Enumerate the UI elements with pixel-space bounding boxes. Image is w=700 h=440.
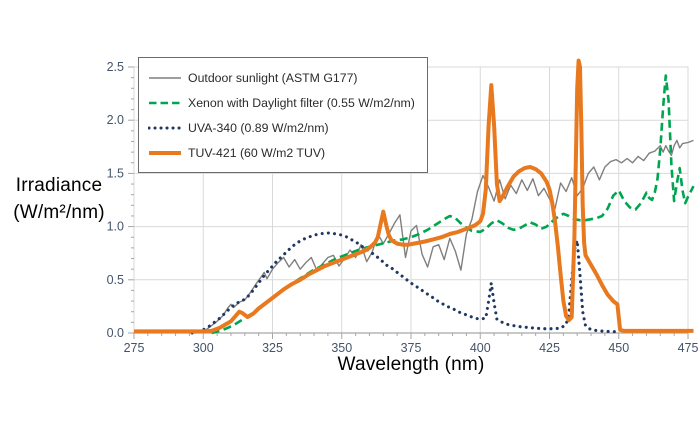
- legend-line-sample-xenon: [149, 101, 181, 104]
- y-tick-label-0.0: 0.0: [107, 326, 124, 340]
- legend-item-sunlight: Outdoor sunlight (ASTM G177): [148, 65, 415, 90]
- legend-line-sample-sunlight: [149, 76, 181, 79]
- x-tick-label-325: 325: [262, 341, 283, 355]
- legend-label-sunlight: Outdoor sunlight (ASTM G177): [188, 70, 358, 85]
- y-tick-label-2.5: 2.5: [107, 60, 124, 74]
- y-tick-label-1.5: 1.5: [107, 166, 124, 180]
- y-axis-title-line2: (W/m²/nm): [13, 202, 105, 223]
- series-line-sunlight: [194, 139, 694, 334]
- legend-item-xenon: Xenon with Daylight filter (0.55 W/m2/nm…: [148, 90, 415, 115]
- x-tick-label-350: 350: [331, 341, 352, 355]
- y-axis-title-line1: Irradiance: [15, 175, 103, 196]
- y-axis-title: Irradiance (W/m²/nm): [0, 172, 118, 226]
- y-tick-label-2.0: 2.0: [107, 113, 124, 127]
- legend-line-sample-tuv421: [149, 150, 181, 155]
- x-tick-label-475: 475: [678, 341, 699, 355]
- x-tick-label-300: 300: [193, 341, 214, 355]
- series-line-tuv421: [134, 58, 694, 334]
- legend-label-xenon: Xenon with Daylight filter (0.55 W/m2/nm…: [188, 95, 415, 110]
- x-tick-label-375: 375: [401, 341, 422, 355]
- x-axis-title: Wavelength (nm): [337, 354, 485, 375]
- legend-item-uva340: UVA-340 (0.89 W/m2/nm): [148, 115, 415, 140]
- x-tick-label-400: 400: [470, 341, 491, 355]
- legend-label-tuv421: TUV-421 (60 W/m2 TUV): [188, 145, 326, 160]
- legend-line-sample-uva340: [148, 125, 182, 130]
- y-tick-label-0.5: 0.5: [107, 273, 124, 287]
- legend: Outdoor sunlight (ASTM G177) Xenon with D…: [138, 57, 428, 173]
- x-tick-label-450: 450: [608, 341, 629, 355]
- x-tick-label-275: 275: [124, 341, 145, 355]
- legend-label-uva340: UVA-340 (0.89 W/m2/nm): [188, 120, 329, 135]
- y-tick-label-1.0: 1.0: [107, 220, 124, 234]
- series-line-uva340: [190, 231, 621, 335]
- x-tick-label-425: 425: [539, 341, 560, 355]
- legend-item-tuv421: TUV-421 (60 W/m2 TUV): [148, 140, 415, 165]
